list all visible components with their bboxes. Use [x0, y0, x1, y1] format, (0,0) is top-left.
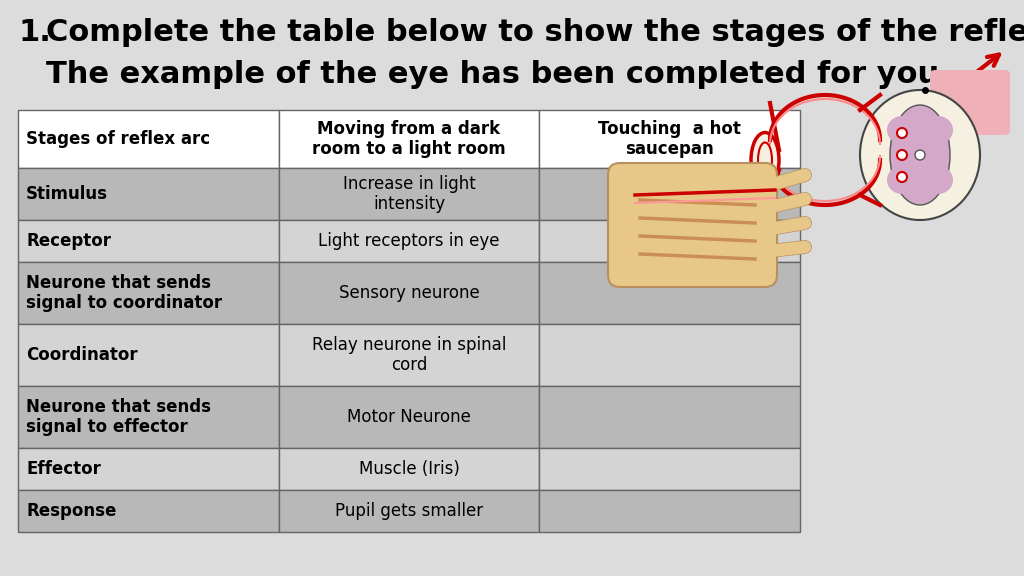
Ellipse shape [923, 166, 953, 194]
Text: Coordinator: Coordinator [26, 346, 137, 364]
Bar [18, 220, 279, 262]
Text: Sensory neurone: Sensory neurone [339, 284, 479, 302]
Bar [18, 324, 279, 386]
Bar [540, 386, 800, 448]
Circle shape [915, 150, 925, 160]
Bar [18, 490, 279, 532]
Circle shape [897, 150, 907, 160]
Text: Muscle (Iris): Muscle (Iris) [358, 460, 460, 478]
Bar [540, 448, 800, 490]
Bar [279, 386, 540, 448]
Text: Touching  a hot
saucepan: Touching a hot saucepan [598, 120, 741, 158]
Text: Motor Neurone: Motor Neurone [347, 408, 471, 426]
Bar [540, 220, 800, 262]
Bar [279, 168, 540, 220]
Circle shape [897, 172, 907, 182]
Text: Receptor: Receptor [26, 232, 111, 250]
Text: Increase in light
intensity: Increase in light intensity [343, 175, 475, 213]
Ellipse shape [751, 132, 779, 188]
Text: Complete the table below to show the stages of the reflex arc.: Complete the table below to show the sta… [46, 18, 1024, 47]
Text: Response: Response [26, 502, 117, 520]
Bar [540, 324, 800, 386]
FancyBboxPatch shape [608, 163, 777, 287]
Text: Relay neurone in spinal
cord: Relay neurone in spinal cord [312, 336, 506, 374]
Ellipse shape [890, 105, 950, 205]
Ellipse shape [887, 166, 918, 194]
Bar [18, 262, 279, 324]
Bar [540, 110, 800, 168]
Bar [18, 448, 279, 490]
Bar [279, 220, 540, 262]
Text: The example of the eye has been completed for you: The example of the eye has been complete… [46, 60, 939, 89]
Bar [279, 262, 540, 324]
Text: 1.: 1. [18, 18, 51, 47]
Text: Moving from a dark
room to a light room: Moving from a dark room to a light room [312, 120, 506, 158]
Ellipse shape [887, 116, 918, 144]
Bar [18, 110, 279, 168]
Bar [279, 110, 540, 168]
Bar [540, 168, 800, 220]
Bar [279, 324, 540, 386]
Bar [279, 448, 540, 490]
Bar [540, 490, 800, 532]
Ellipse shape [758, 142, 772, 177]
Text: Stimulus: Stimulus [26, 185, 108, 203]
Text: Neurone that sends
signal to effector: Neurone that sends signal to effector [26, 397, 211, 437]
Text: Light receptors in eye: Light receptors in eye [318, 232, 500, 250]
Text: Stages of reflex arc: Stages of reflex arc [26, 130, 210, 148]
Ellipse shape [923, 116, 953, 144]
Circle shape [897, 128, 907, 138]
Ellipse shape [860, 90, 980, 220]
Text: Pupil gets smaller: Pupil gets smaller [335, 502, 483, 520]
Bar [279, 490, 540, 532]
Bar [18, 168, 279, 220]
Bar [18, 386, 279, 448]
Text: Effector: Effector [26, 460, 101, 478]
Bar [540, 262, 800, 324]
FancyBboxPatch shape [930, 70, 1010, 135]
Text: Neurone that sends
signal to coordinator: Neurone that sends signal to coordinator [26, 274, 222, 312]
